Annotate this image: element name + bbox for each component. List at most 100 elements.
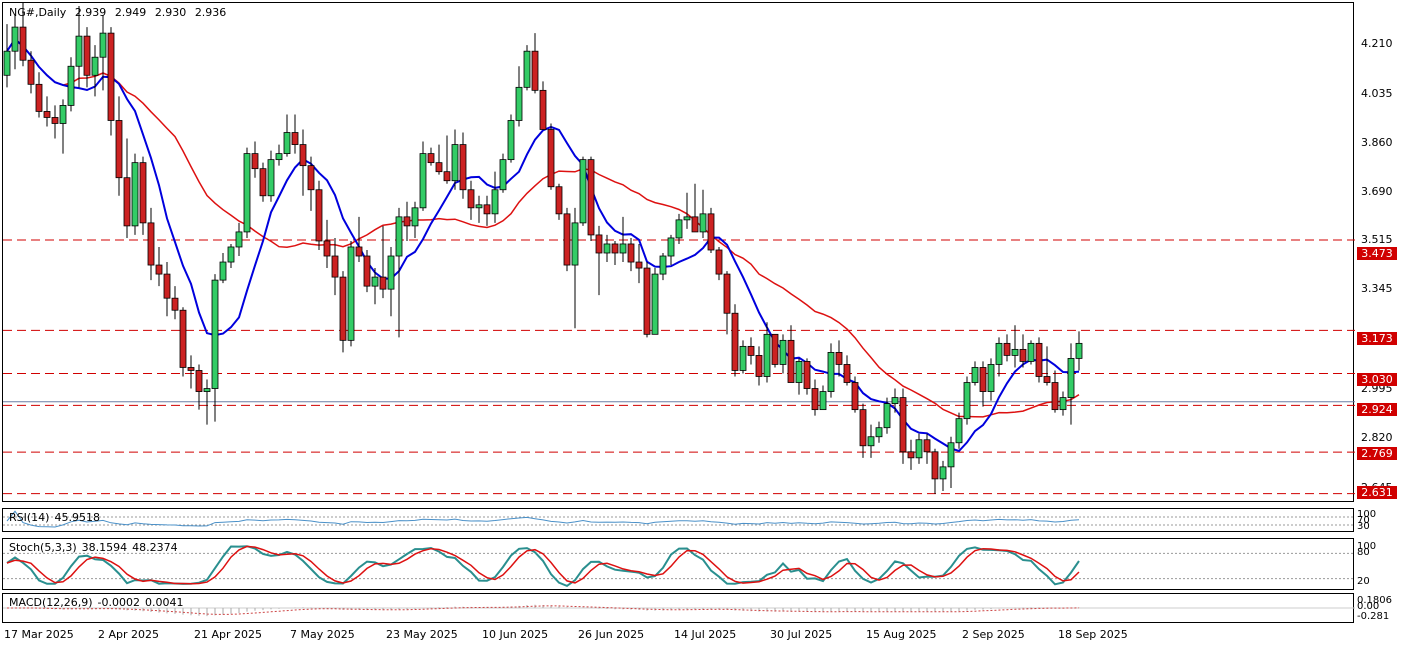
candle	[971, 361, 979, 386]
date-label: 15 Aug 2025	[866, 628, 937, 641]
candle-body	[803, 361, 811, 389]
candle-body	[323, 240, 331, 257]
candle-body	[1011, 348, 1019, 356]
candle	[547, 123, 555, 190]
candle	[755, 346, 763, 386]
candle-body	[979, 367, 987, 392]
date-label: 14 Jul 2025	[674, 628, 737, 641]
candle-body	[411, 207, 419, 227]
candle-body	[115, 120, 123, 179]
candle-body	[219, 261, 227, 281]
date-label: 26 Jun 2025	[578, 628, 645, 641]
candle	[379, 225, 387, 299]
candle-body	[339, 276, 347, 341]
stochastic-indicator	[3, 545, 1355, 588]
candle-body	[883, 403, 891, 429]
candle	[1075, 331, 1083, 371]
stochastic-pane[interactable]: Stoch(5,3,3) 38.1594 48.2374	[2, 538, 1355, 590]
candle	[179, 307, 187, 377]
rsi-label: RSI(14)	[9, 511, 50, 524]
rsi-pane[interactable]: RSI(14) 45.9518	[2, 508, 1355, 532]
candle	[147, 207, 155, 281]
candle-body	[779, 339, 787, 365]
price-tick: 4.035	[1361, 87, 1393, 100]
candle	[707, 207, 715, 253]
macd-pane[interactable]: MACD(12,26,9) -0.0002 0.0041	[2, 593, 1355, 623]
candle	[723, 271, 731, 335]
candle	[1043, 346, 1051, 386]
candle-body	[1059, 397, 1067, 411]
candle	[307, 156, 315, 211]
candle	[363, 249, 371, 293]
candle-body	[451, 144, 459, 182]
candle	[531, 33, 539, 94]
candle	[499, 153, 507, 193]
candle-body	[595, 234, 603, 254]
candle-body	[627, 243, 635, 263]
candle-body	[59, 105, 67, 124]
candle	[195, 364, 203, 410]
candle-body	[283, 132, 291, 155]
candle	[739, 340, 747, 374]
candle-body	[75, 35, 83, 67]
candle-body	[171, 297, 179, 311]
candle	[187, 355, 195, 389]
candle	[859, 403, 867, 458]
date-label: 7 May 2025	[290, 628, 355, 641]
candle-body	[763, 333, 771, 377]
high-value: 2.949	[114, 6, 147, 19]
candle	[715, 246, 723, 281]
candle-body	[355, 246, 363, 257]
price-tick: 3.515	[1361, 233, 1393, 246]
candle-body	[915, 439, 923, 459]
candle-body	[891, 397, 899, 405]
candle	[819, 385, 827, 411]
level-label-2631: 2.631	[1357, 486, 1397, 499]
stoch-axis-label: 100	[1357, 541, 1377, 552]
candle	[115, 96, 123, 196]
price-tick: 3.690	[1361, 185, 1393, 198]
candle-body	[331, 255, 339, 278]
price-chart-pane[interactable]: NG#,Daily 2.939 2.949 2.930 2.936	[2, 2, 1355, 502]
rsi-axis-label: 70	[1357, 515, 1370, 526]
candle	[203, 379, 211, 425]
candle	[275, 144, 283, 166]
candle-body	[51, 117, 59, 124]
candle	[395, 207, 403, 338]
candle-body	[811, 388, 819, 411]
candle	[643, 262, 651, 338]
candle-body	[731, 312, 739, 371]
candle-body	[235, 231, 243, 248]
candle-body	[491, 189, 499, 215]
candle-body	[947, 442, 955, 468]
candle-body	[19, 26, 27, 61]
candle	[891, 388, 899, 413]
candle	[315, 180, 323, 250]
candle	[411, 201, 419, 238]
candle-body	[739, 345, 747, 371]
slow-moving-average-line	[6, 37, 1080, 418]
date-label: 10 Jun 2025	[482, 628, 549, 641]
candle-body	[435, 162, 443, 173]
candle-body	[1067, 358, 1075, 398]
candle-body	[187, 367, 195, 371]
candle-body	[923, 439, 931, 453]
date-label: 17 Mar 2025	[4, 628, 74, 641]
candle-body	[699, 213, 707, 233]
candle-body	[523, 50, 531, 88]
level-label-3030: 3.030	[1357, 373, 1397, 386]
macd-label: MACD(12,26,9)	[9, 596, 93, 609]
candle-body	[123, 177, 131, 227]
candle-body	[619, 243, 627, 254]
candle	[619, 216, 627, 263]
candle-body	[99, 32, 107, 58]
candle	[459, 132, 467, 199]
candle	[347, 240, 355, 347]
candle-body	[795, 361, 803, 383]
macd-signal-value: 0.0041	[145, 596, 184, 609]
candle-body	[987, 364, 995, 392]
candle-body	[363, 255, 371, 287]
candle-body	[691, 216, 699, 233]
date-label: 2 Apr 2025	[98, 628, 160, 641]
candle-body	[843, 364, 851, 383]
